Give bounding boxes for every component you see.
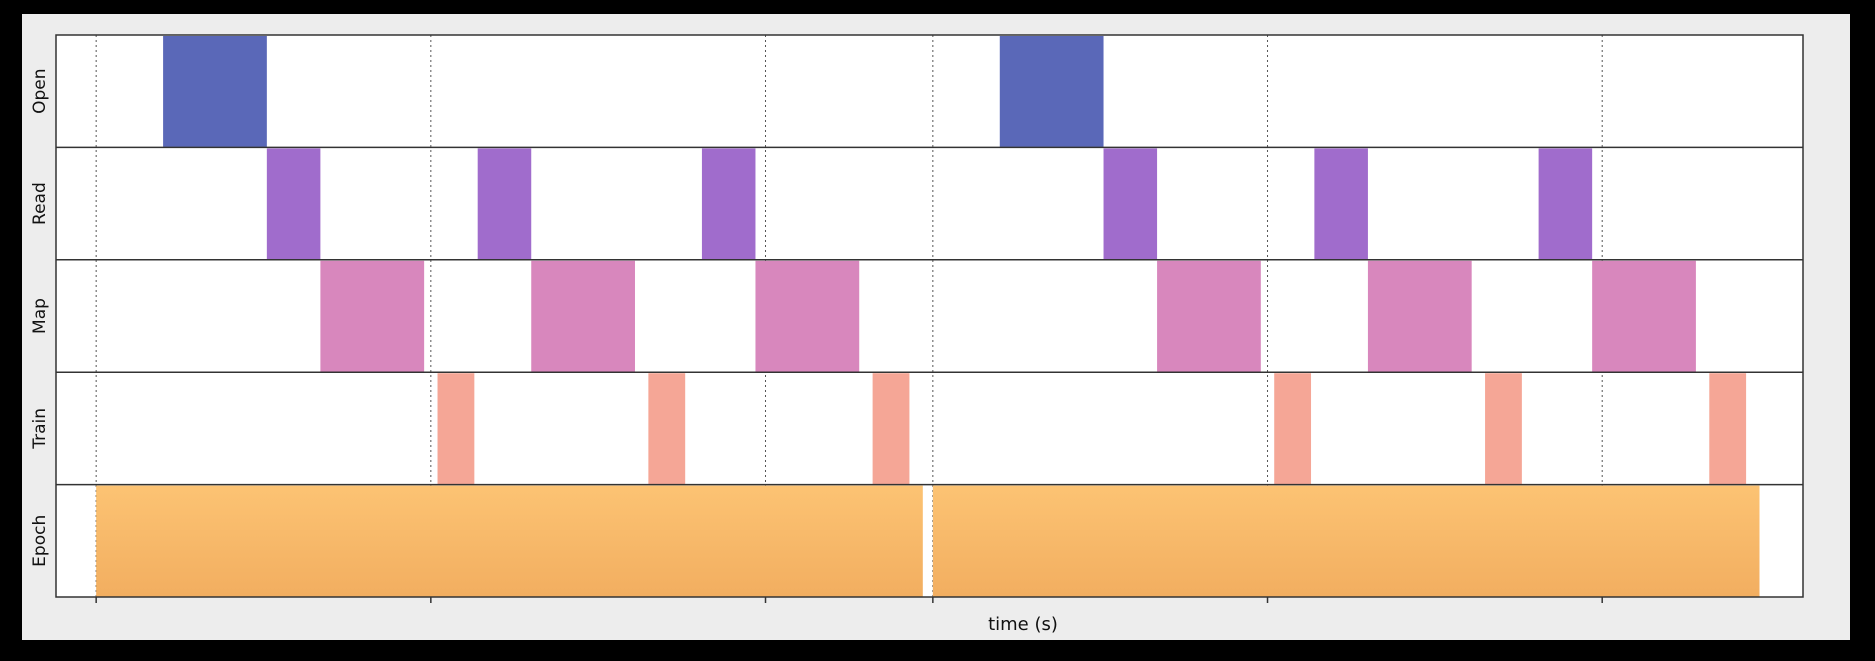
chart-frame: Open Read Map Train Epoch time (s) [22, 14, 1850, 640]
lane-label-read: Read [30, 182, 50, 225]
bar-map [1367, 260, 1472, 372]
bar-map [755, 260, 860, 372]
bar-train [1709, 373, 1747, 485]
lane-borders [55, 34, 1804, 598]
bar-epoch [932, 485, 1760, 597]
bar-map [1157, 260, 1261, 372]
bar-train [1274, 373, 1312, 485]
bar-train [437, 373, 475, 485]
bar-read [1103, 148, 1158, 260]
bar-train [648, 373, 686, 485]
lane-label-map: Map [30, 298, 50, 334]
x-ticks [95, 597, 1603, 603]
bar-map [531, 260, 635, 372]
lane-label-epoch: Epoch [30, 515, 50, 567]
bar-read [1538, 148, 1593, 260]
interval-bars [96, 36, 1760, 597]
bar-train [872, 373, 910, 485]
bar-read [477, 148, 532, 260]
bar-open [999, 36, 1104, 147]
lane-label-train: Train [30, 408, 50, 450]
timeline-chart: Open Read Map Train Epoch time (s) [30, 34, 1804, 635]
lane-label-open: Open [30, 68, 50, 113]
lane-labels: Open Read Map Train Epoch [30, 68, 50, 566]
bar-map [320, 260, 425, 372]
bar-map [1592, 260, 1696, 372]
bar-open [163, 36, 267, 147]
bar-epoch [96, 485, 923, 597]
x-axis-label: time (s) [988, 614, 1058, 635]
bar-read [701, 148, 756, 260]
bar-read [1314, 148, 1368, 260]
plot-border [55, 34, 1804, 598]
bar-train [1485, 373, 1522, 485]
bar-read [266, 148, 321, 260]
